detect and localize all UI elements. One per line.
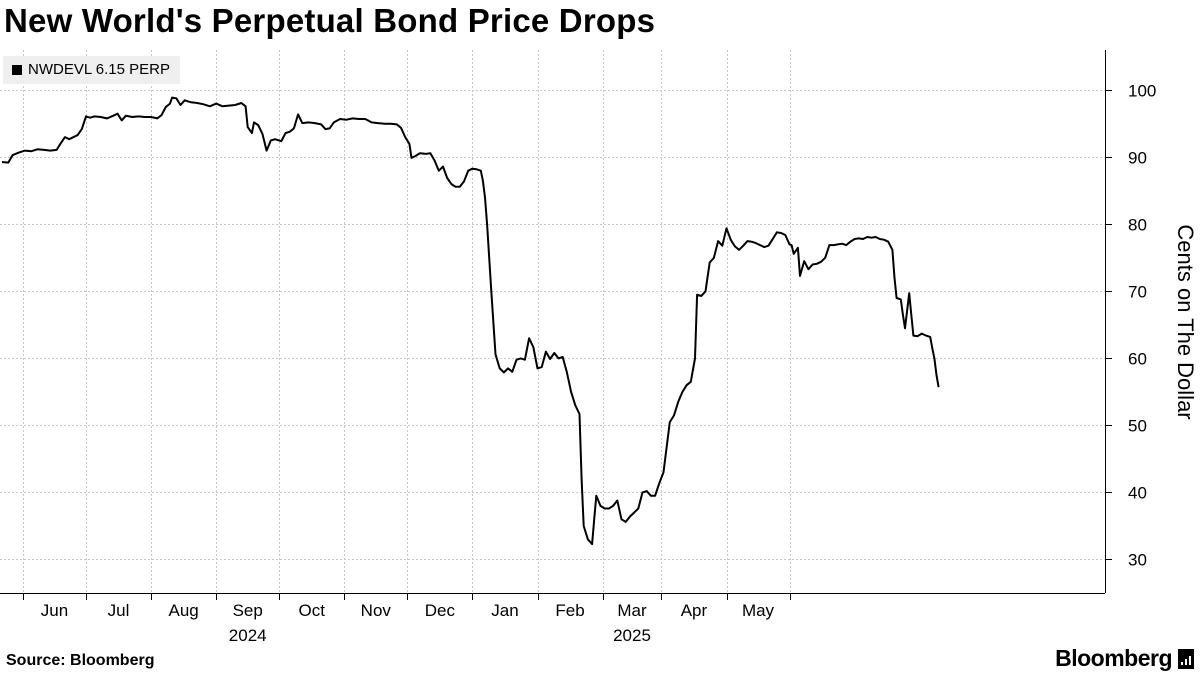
legend-swatch [12,64,22,75]
x-tick-label: Aug [169,601,199,620]
terminal-icon [1178,648,1194,669]
y-tick-label: 40 [1128,484,1147,503]
x-year-label: 2025 [613,626,651,645]
x-year-label: 2024 [229,626,267,645]
x-tick-label: Feb [555,601,584,620]
x-tick-label: Apr [681,601,708,620]
x-tick-label: Mar [617,601,647,620]
chart-title: New World's Perpetual Bond Price Drops [4,2,656,39]
x-tick-label: Dec [425,601,456,620]
y-tick-label: 80 [1128,216,1147,235]
brand-wordmark: Bloomberg [1055,645,1172,671]
y-tick-label: 60 [1128,350,1147,369]
y-tick-label: 50 [1128,417,1147,436]
x-tick-label: Sep [233,601,263,620]
legend-label: NWDEVL 6.15 PERP [28,61,170,78]
x-tick-label: Nov [361,601,392,620]
brand-logo: Bloomberg [1055,645,1194,672]
y-tick-label: 90 [1128,149,1147,168]
legend: NWDEVL 6.15 PERP [3,56,180,84]
y-axis-title: Cents on The Dollar [1173,224,1198,419]
x-tick-label: May [742,601,775,620]
x-tick-label: Jun [41,601,68,620]
y-tick-label: 30 [1128,551,1147,570]
series-line [1,96,940,546]
x-tick-label: Oct [299,601,326,620]
y-tick-label: 70 [1128,283,1147,302]
x-tick-label: Jul [108,601,130,620]
y-tick-label: 100 [1128,82,1156,101]
source-note: Source: Bloomberg [6,652,155,669]
x-tick-label: Jan [491,601,518,620]
